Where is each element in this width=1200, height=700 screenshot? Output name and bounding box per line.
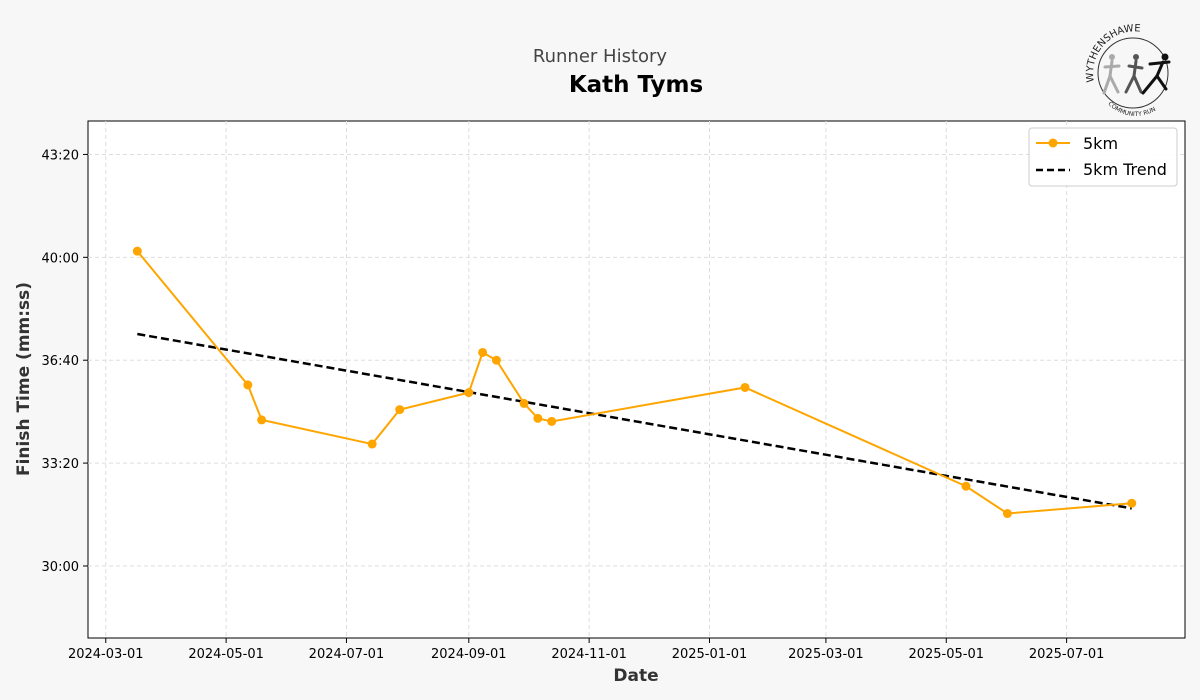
legend: 5km 5km Trend — [1028, 127, 1178, 187]
data-point — [547, 416, 557, 426]
x-tick-label: 2024-05-01 — [188, 647, 264, 662]
y-axis-ticks: 30:00 33:20 36:40 40:00 43:20 — [42, 148, 88, 575]
data-point — [1127, 498, 1137, 508]
x-tick-label: 2025-05-01 — [908, 647, 984, 662]
logo-bottom-text: COMMUNITY RUN — [1107, 100, 1158, 118]
y-tick-label: 33:20 — [42, 457, 79, 472]
data-point — [464, 388, 474, 398]
data-point — [519, 398, 529, 408]
x-tick-label: 2025-07-01 — [1029, 647, 1105, 662]
y-tick-label: 40:00 — [42, 251, 79, 266]
data-point — [740, 382, 750, 392]
y-tick-label: 43:20 — [42, 148, 79, 163]
data-point — [1002, 509, 1012, 519]
series-layer — [132, 246, 1137, 519]
data-point — [395, 405, 405, 415]
data-point — [132, 246, 142, 256]
logo-top-text: WYTHENSHAWE — [1085, 23, 1141, 83]
y-axis-label: Finish Time (mm:ss) — [14, 282, 34, 476]
grid-lines — [88, 121, 1185, 638]
trend-line — [137, 332, 1132, 510]
x-tick-label: 2025-03-01 — [788, 647, 864, 662]
data-point — [367, 439, 377, 449]
x-tick-label: 2025-01-01 — [672, 647, 748, 662]
legend-5km-marker — [1048, 138, 1058, 148]
data-point — [257, 415, 267, 425]
x-tick-label: 2024-07-01 — [309, 647, 385, 662]
x-tick-label: 2024-03-01 — [68, 647, 144, 662]
x-tick-label: 2024-09-01 — [431, 647, 507, 662]
data-point — [478, 347, 488, 357]
legend-trend-label: 5km Trend — [1083, 160, 1167, 179]
chart-title: Kath Tyms — [568, 72, 704, 98]
legend-5km-label: 5km — [1083, 134, 1118, 153]
plot-area — [87, 120, 1186, 639]
x-axis-label: Date — [613, 666, 658, 686]
y-tick-label: 36:40 — [42, 354, 79, 369]
x-tick-label: 2024-11-01 — [551, 647, 627, 662]
data-point — [533, 413, 543, 423]
runners-logo-icon: WYTHENSHAWE COMMUNITY RUN — [1085, 23, 1171, 118]
data-point — [961, 481, 971, 491]
data-point — [491, 355, 501, 365]
data-point — [243, 380, 253, 390]
chart-suptitle: Runner History — [532, 46, 668, 67]
x-axis-ticks: 2024-03-01 2024-05-01 2024-07-01 2024-09-01… — [68, 638, 1104, 662]
y-tick-label: 30:00 — [42, 560, 79, 575]
